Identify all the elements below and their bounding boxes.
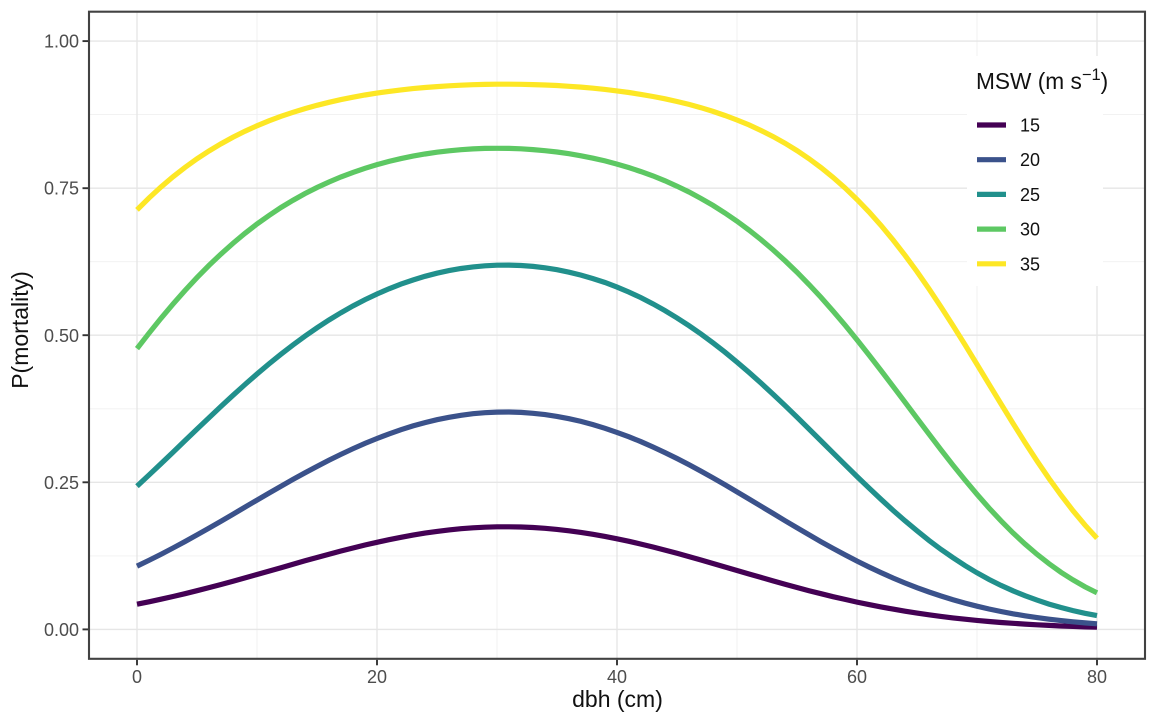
svg-text:0.00: 0.00 (44, 620, 79, 640)
svg-text:0: 0 (132, 667, 142, 687)
svg-text:40: 40 (607, 667, 627, 687)
svg-text:60: 60 (847, 667, 867, 687)
svg-text:dbh (cm): dbh (cm) (572, 686, 663, 712)
svg-text:0.50: 0.50 (44, 326, 79, 346)
svg-text:20: 20 (367, 667, 387, 687)
svg-text:1.00: 1.00 (44, 32, 79, 52)
svg-text:30: 30 (1020, 220, 1040, 240)
svg-text:P(mortality): P(mortality) (7, 271, 33, 389)
svg-text:20: 20 (1020, 150, 1040, 170)
svg-text:0.75: 0.75 (44, 179, 79, 199)
svg-text:80: 80 (1087, 667, 1107, 687)
svg-text:15: 15 (1020, 116, 1040, 136)
svg-text:35: 35 (1020, 254, 1040, 274)
svg-text:0.25: 0.25 (44, 473, 79, 493)
svg-text:25: 25 (1020, 185, 1040, 205)
